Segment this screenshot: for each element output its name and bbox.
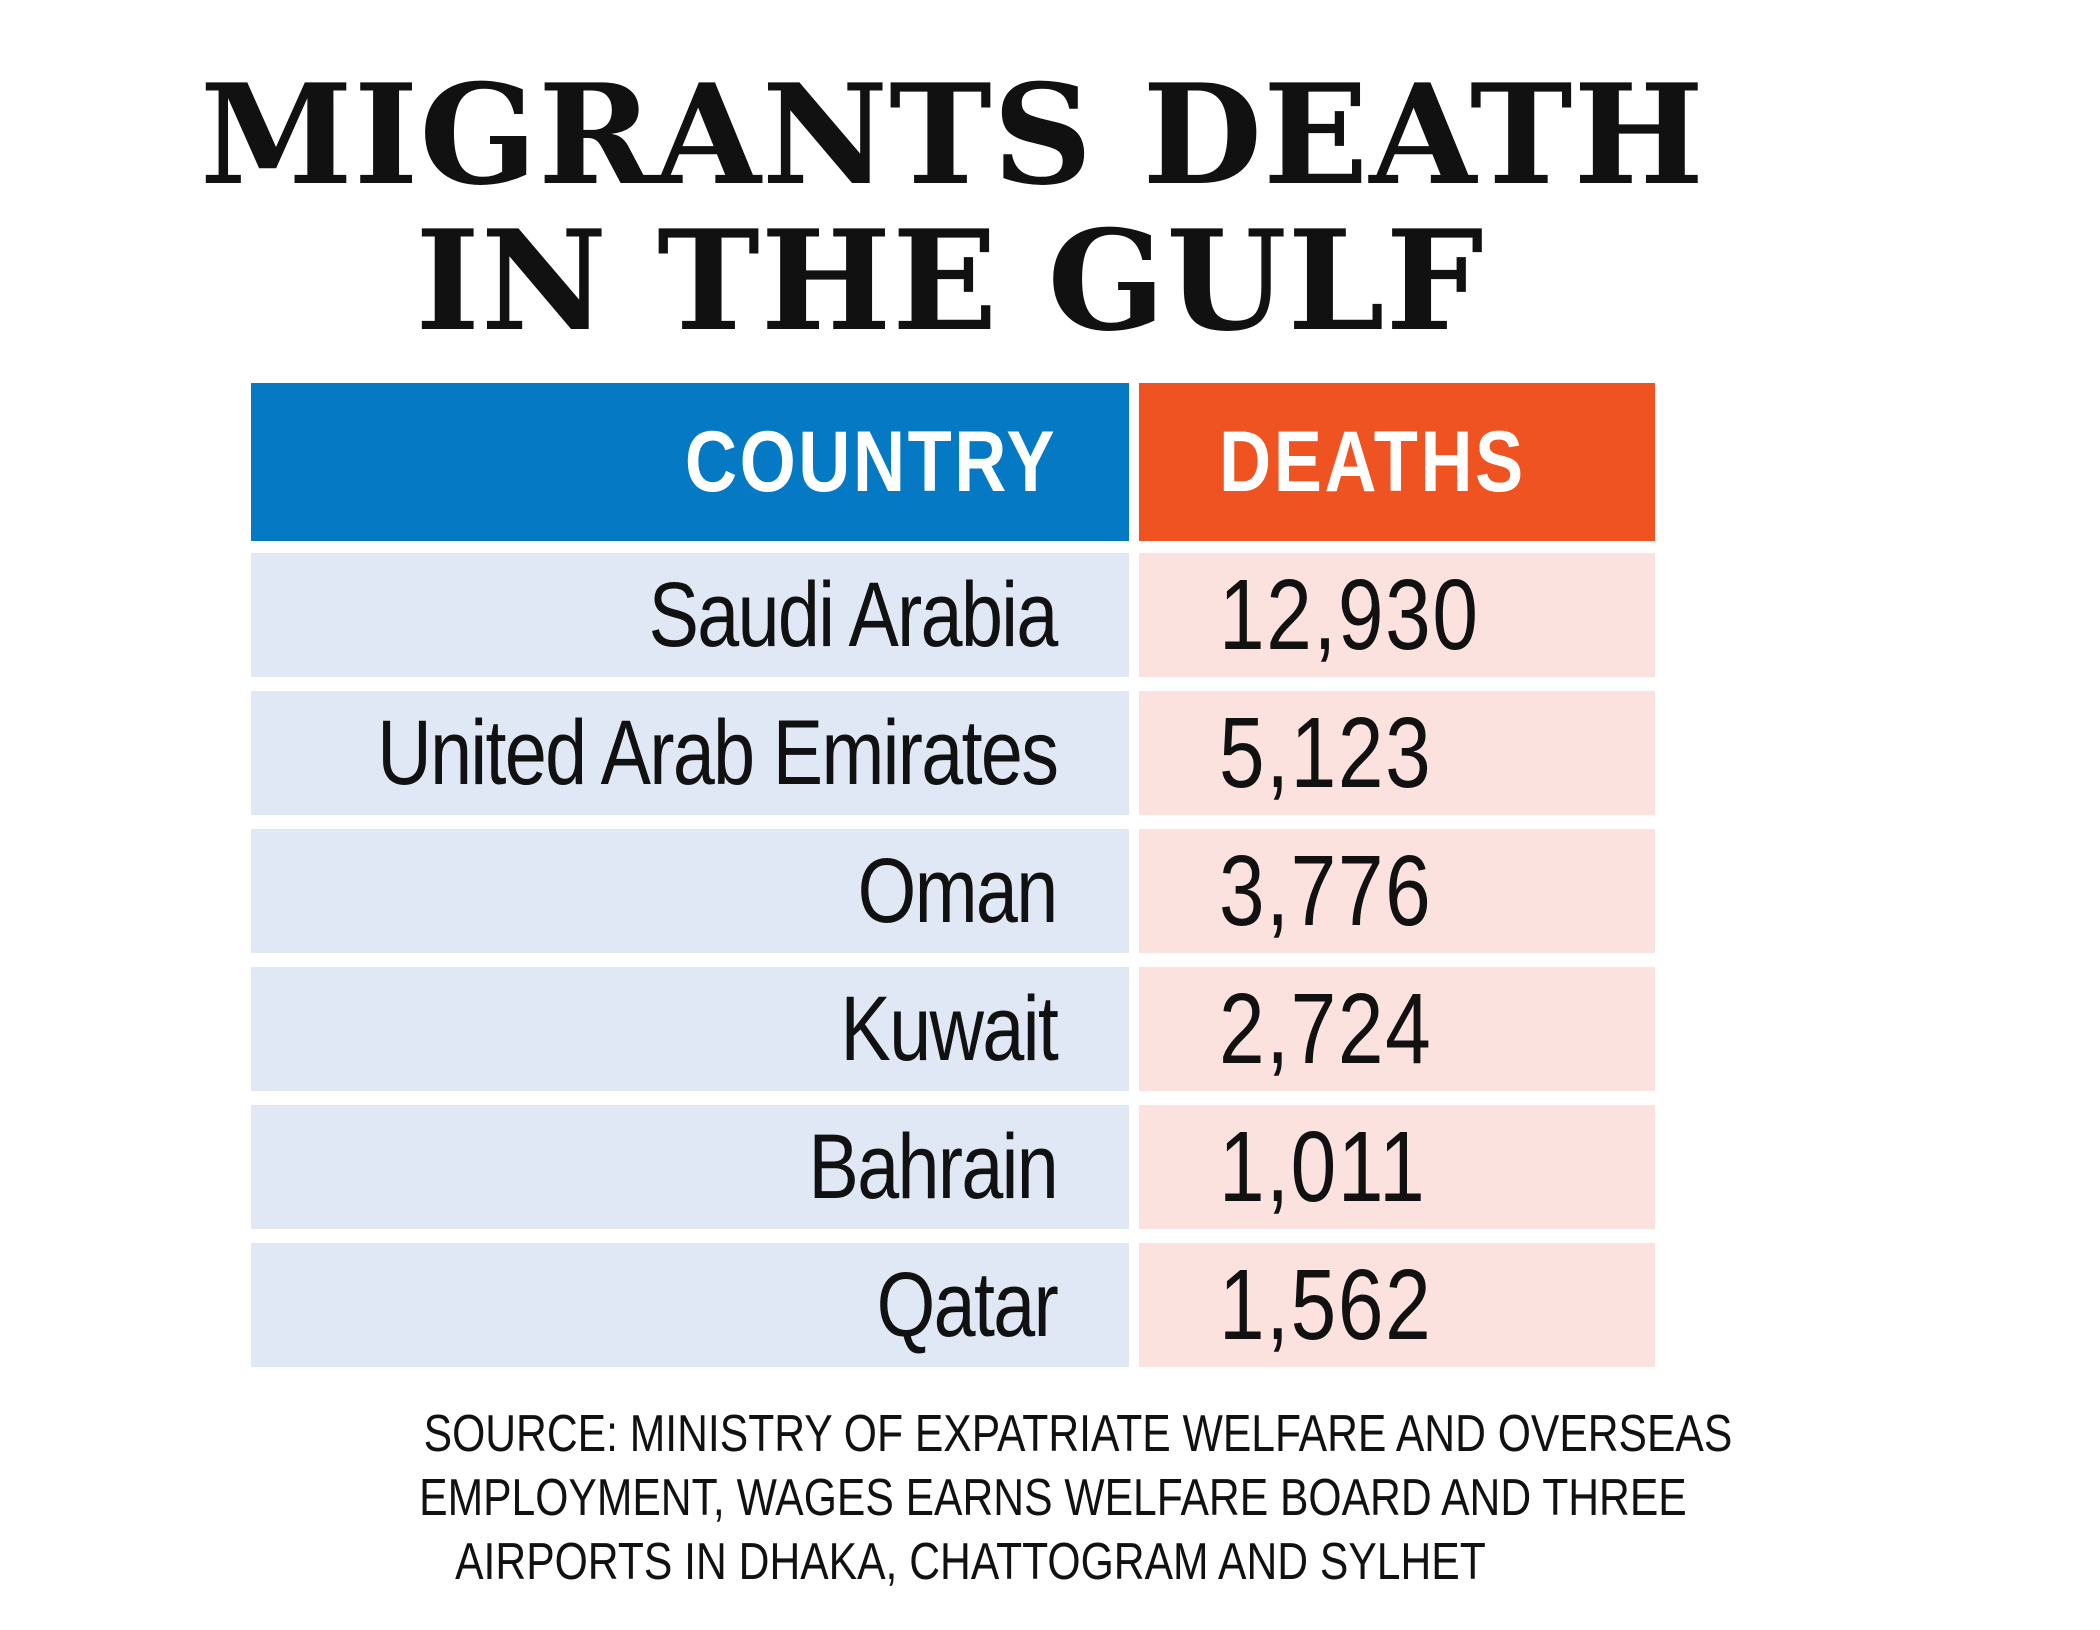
country-name: Qatar <box>876 1253 1059 1356</box>
country-name: Oman <box>858 839 1059 942</box>
deaths-column-header: DEATHS <box>1139 383 1655 541</box>
country-cell: Oman <box>251 829 1129 953</box>
deaths-cell: 1,562 <box>1139 1243 1655 1367</box>
deaths-cell: 5,123 <box>1139 691 1655 815</box>
country-name: Saudi Arabia <box>648 563 1059 666</box>
country-column-header: COUNTRY <box>251 383 1129 541</box>
deaths-value: 1,562 <box>1219 1248 1433 1361</box>
table-row: Bahrain 1,011 <box>251 1105 1655 1229</box>
deaths-value: 1,011 <box>1219 1110 1427 1223</box>
deaths-value: 2,724 <box>1219 972 1433 1085</box>
deaths-cell: 12,930 <box>1139 553 1655 677</box>
title-line-2: IN THE GULF <box>415 199 1485 362</box>
title-line-1: MIGRANTS DEATH <box>200 53 1705 216</box>
deaths-cell: 1,011 <box>1139 1105 1655 1229</box>
country-cell: Qatar <box>251 1243 1129 1367</box>
chart-title: MIGRANTS DEATH IN THE GULF <box>200 53 1705 362</box>
deaths-value: 5,123 <box>1219 696 1433 809</box>
country-name: United Arab Emirates <box>376 701 1059 804</box>
source-note: SOURCE: MINISTRY OF EXPATRIATE WELFARE A… <box>280 1402 1732 1594</box>
source-line: EMPLOYMENT, WAGES EARNS WELFARE BOARD AN… <box>419 1469 1687 1527</box>
source-line: AIRPORTS IN DHAKA, CHATTOGRAM AND SYLHET <box>454 1533 1486 1591</box>
table-row: Kuwait 2,724 <box>251 967 1655 1091</box>
source-line: SOURCE: MINISTRY OF EXPATRIATE WELFARE A… <box>423 1405 1733 1463</box>
deaths-value: 3,776 <box>1219 834 1433 947</box>
deaths-header-label: DEATHS <box>1219 413 1526 510</box>
country-name: Bahrain <box>808 1115 1058 1218</box>
table-header-row: COUNTRY DEATHS <box>251 383 1655 541</box>
country-cell: Bahrain <box>251 1105 1129 1229</box>
deaths-table: COUNTRY DEATHS Saudi Arabia 12,930 Unite… <box>251 383 1655 1381</box>
table-row: United Arab Emirates 5,123 <box>251 691 1655 815</box>
country-cell: Saudi Arabia <box>251 553 1129 677</box>
table-row: Oman 3,776 <box>251 829 1655 953</box>
deaths-cell: 3,776 <box>1139 829 1655 953</box>
table-row: Saudi Arabia 12,930 <box>251 553 1655 677</box>
country-header-label: COUNTRY <box>684 413 1057 510</box>
country-cell: Kuwait <box>251 967 1129 1091</box>
deaths-cell: 2,724 <box>1139 967 1655 1091</box>
country-name: Kuwait <box>840 977 1058 1080</box>
country-cell: United Arab Emirates <box>251 691 1129 815</box>
deaths-value: 12,930 <box>1219 558 1480 671</box>
table-row: Qatar 1,562 <box>251 1243 1655 1367</box>
